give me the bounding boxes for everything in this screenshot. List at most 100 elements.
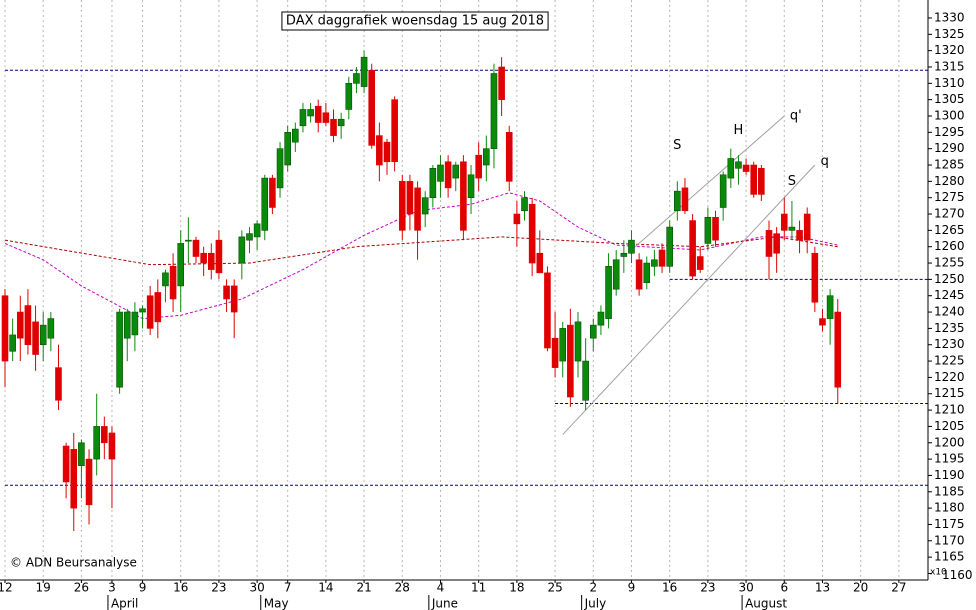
candle-body <box>612 259 620 290</box>
candle-body <box>398 181 406 231</box>
x-tick-label: 6 <box>780 581 788 595</box>
y-tick-label: 1300 <box>934 109 965 123</box>
candle-body <box>116 311 123 388</box>
x-tick-label: 4 <box>437 581 445 595</box>
y-tick-label: 1320 <box>934 43 965 57</box>
annotation: S <box>673 138 681 153</box>
candle-body <box>460 161 467 231</box>
candle-body <box>406 181 414 215</box>
x-tick-label: 27 <box>891 581 906 595</box>
month-label: July <box>584 597 607 610</box>
y-tick-label: 1260 <box>934 239 965 253</box>
candle-body <box>521 197 528 212</box>
candle-body <box>475 154 482 179</box>
candle-body <box>712 216 719 241</box>
candle-body <box>696 256 704 270</box>
x-tick-label: 2 <box>589 581 597 595</box>
candle-body <box>85 458 93 506</box>
candle-body <box>719 174 727 208</box>
candle-body <box>536 252 544 274</box>
candle-body <box>505 132 513 182</box>
x-tick-label: 23 <box>700 581 715 595</box>
candle-body <box>246 233 253 241</box>
candle-body <box>345 83 353 110</box>
y-tick-label: 1250 <box>934 272 965 286</box>
y-tick-label: 1210 <box>934 403 965 417</box>
y-tick-label: 1200 <box>934 435 965 449</box>
y-tick-label: 1165 <box>934 550 965 564</box>
x-tick-label: 3 <box>108 581 116 595</box>
candle-body <box>47 318 55 339</box>
candle-body <box>788 226 796 231</box>
candle-body <box>32 321 39 355</box>
y-tick-label: 1305 <box>934 92 965 106</box>
candle-body <box>803 213 811 241</box>
trendline <box>562 164 816 435</box>
candle-body <box>444 161 452 189</box>
candle-body <box>758 167 765 195</box>
grid-layer <box>4 0 900 580</box>
y-tick-label: 1315 <box>934 59 965 73</box>
candle-body <box>437 164 444 182</box>
y-tick-label: 1230 <box>934 337 965 351</box>
candle-body <box>834 311 842 388</box>
month-label: August <box>745 597 787 610</box>
candle-body <box>742 164 750 172</box>
candle-body <box>483 148 490 166</box>
annotation: q <box>821 154 829 169</box>
candle-body <box>513 213 521 225</box>
y-tick-label: 1235 <box>934 321 965 335</box>
candle-body <box>70 448 78 509</box>
candle-body <box>681 187 689 212</box>
x-tick-label: 16 <box>173 581 188 595</box>
month-label: May <box>264 597 289 610</box>
candle-body <box>55 367 62 401</box>
candle-body <box>215 239 223 274</box>
candle-body <box>643 262 651 283</box>
candle-body <box>360 56 368 87</box>
x-tick-label: 19 <box>36 581 51 595</box>
candle-body <box>414 187 421 231</box>
candle-body <box>528 203 536 264</box>
trendline <box>631 115 785 251</box>
candle-body <box>131 311 139 336</box>
y-tick-label: 1225 <box>934 354 965 368</box>
y-tick-label: 1330 <box>934 10 965 24</box>
candle-body <box>704 216 712 244</box>
candle-body <box>261 177 269 231</box>
candle-body <box>391 99 398 163</box>
candle-body <box>146 295 154 329</box>
candle-body <box>735 161 742 169</box>
candle-body <box>796 230 803 241</box>
y-tick-label: 1180 <box>934 501 965 515</box>
candle-body <box>452 164 460 179</box>
y-tick-label: 1195 <box>934 452 965 466</box>
annotation: q' <box>790 109 802 124</box>
candle-body <box>605 266 612 319</box>
candle-body <box>276 148 284 189</box>
candle-body <box>330 118 337 136</box>
candle-body <box>154 292 162 323</box>
candle-body <box>78 442 85 466</box>
y-tick-label: 1295 <box>934 125 965 139</box>
candle-body <box>628 239 635 254</box>
candle-body <box>200 252 207 264</box>
candle-body <box>353 73 360 84</box>
candle-body <box>169 266 177 300</box>
copyright: © ADN Beursanalyse <box>10 556 137 570</box>
candle-body <box>292 128 299 143</box>
x-tick-label: 7 <box>284 581 292 595</box>
candle-body <box>299 109 307 127</box>
x-tick-label: 21 <box>356 581 371 595</box>
x-tick-label: 12 <box>0 581 13 595</box>
x-tick-label: 9 <box>139 581 147 595</box>
candle-body <box>551 337 559 368</box>
y-tick-label: 1255 <box>934 256 965 270</box>
y-tick-label: 1205 <box>934 419 965 433</box>
candle-body <box>192 239 200 257</box>
x-tick-label: 13 <box>815 581 830 595</box>
candle-body <box>651 259 658 267</box>
annotation: H <box>734 123 744 138</box>
y-tick-label: 1215 <box>934 386 965 400</box>
